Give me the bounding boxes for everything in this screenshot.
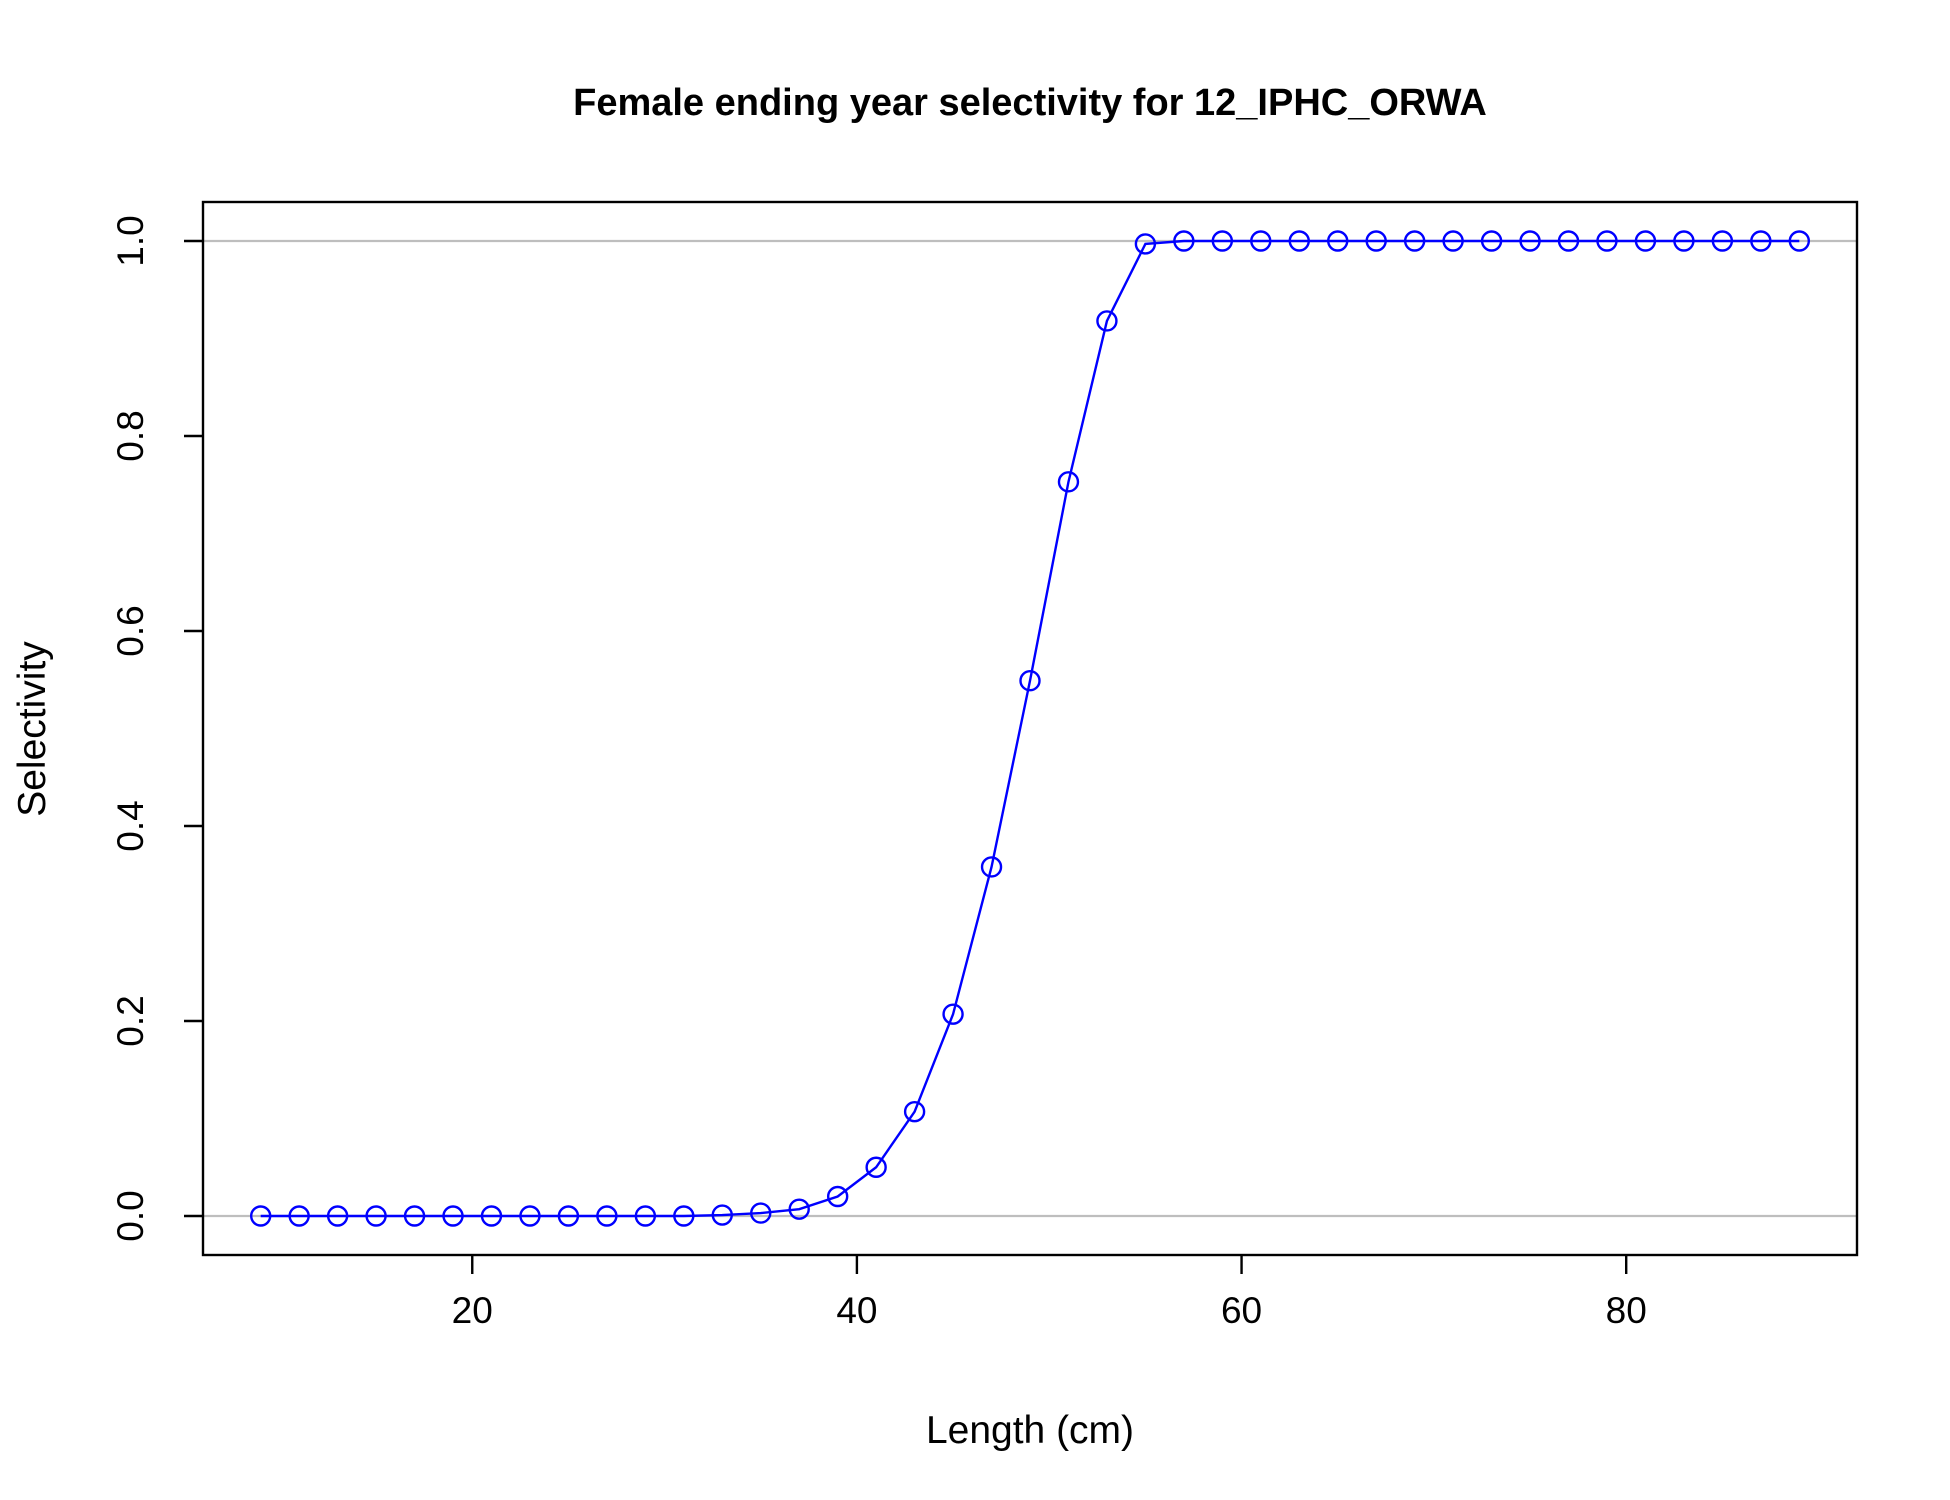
data-point [634, 1205, 657, 1227]
data-point [365, 1205, 387, 1227]
plot-frame [201, 200, 1859, 1257]
data-point [480, 1205, 503, 1227]
data-point [519, 1205, 541, 1227]
data-point [826, 1185, 849, 1208]
chart-title: Female ending year selectivity for 12_IP… [573, 82, 1487, 124]
data-point [596, 1205, 618, 1227]
y-axis: 0.0 0.2 0.4 0.6 0.8 1.0 [110, 215, 203, 1242]
data-point [1288, 230, 1310, 252]
data-point [788, 1198, 810, 1220]
data-point [403, 1205, 426, 1227]
data-point [1327, 230, 1349, 252]
data-point [1519, 230, 1541, 252]
data-point [1403, 230, 1426, 252]
data-point [249, 1205, 272, 1227]
data-point [557, 1205, 580, 1227]
data-point [1750, 230, 1772, 252]
data-point [1788, 230, 1811, 252]
reference-lines [203, 239, 1857, 1218]
data-point [1557, 230, 1580, 252]
data-point [1442, 230, 1464, 252]
data-point [1365, 230, 1387, 252]
data-point [1673, 230, 1695, 252]
data-point [865, 1156, 887, 1178]
data-point [903, 1100, 926, 1123]
data-point [1250, 230, 1272, 252]
y-axis-label: Selectivity [11, 641, 54, 817]
data-point [326, 1205, 349, 1227]
y-tick-label: 1.0 [110, 215, 151, 266]
data-point [980, 856, 1003, 878]
data-point [942, 1003, 964, 1025]
x-tick-label: 20 [452, 1290, 493, 1331]
series-line-group [260, 239, 1800, 1218]
data-point [750, 1202, 772, 1224]
y-tick-label: 0.8 [110, 410, 151, 461]
x-axis-label: Length (cm) [926, 1409, 1134, 1452]
data-point [1596, 230, 1618, 252]
data-point [1173, 230, 1195, 252]
data-point [1019, 670, 1041, 692]
data-point [288, 1205, 310, 1227]
y-tick-label: 0.4 [110, 800, 151, 851]
data-point [711, 1204, 733, 1226]
x-tick-label: 80 [1606, 1290, 1647, 1331]
data-point [442, 1205, 464, 1227]
series-points-group [249, 230, 1811, 1227]
data-point [1211, 230, 1234, 252]
series-line [260, 239, 1800, 1218]
plot-border [201, 200, 1859, 1257]
data-point [1711, 230, 1734, 252]
y-tick-label: 0.6 [110, 605, 151, 656]
x-axis: 20 40 60 80 [452, 1255, 1647, 1331]
y-tick-label: 0.0 [110, 1190, 151, 1241]
data-point [673, 1205, 695, 1227]
y-tick-label: 0.2 [110, 995, 151, 1046]
data-point [1634, 230, 1657, 252]
x-tick-label: 60 [1221, 1290, 1262, 1331]
data-point [1096, 310, 1118, 332]
data-point [1480, 230, 1503, 252]
data-point [1134, 233, 1157, 255]
x-tick-label: 40 [836, 1290, 877, 1331]
data-point [1057, 471, 1080, 493]
